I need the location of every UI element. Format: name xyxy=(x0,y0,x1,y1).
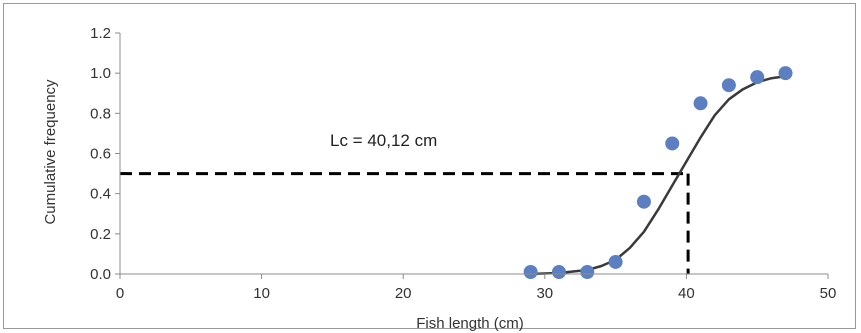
data-point xyxy=(750,70,765,85)
fitted-logistic-curve xyxy=(530,74,786,276)
data-point xyxy=(523,264,538,279)
reference-lines xyxy=(120,172,690,274)
x-tick-label: 50 xyxy=(820,285,837,302)
y-tick-label: 1.0 xyxy=(90,65,111,82)
data-point xyxy=(693,96,708,111)
y-tick-label: 0.6 xyxy=(90,146,111,163)
lc-annotation: Lc = 40,12 cm xyxy=(330,131,437,150)
x-tick-label: 0 xyxy=(116,285,124,302)
data-point xyxy=(778,66,793,81)
chart-frame xyxy=(3,3,856,329)
y-axis-title: Cumulative frequency xyxy=(42,79,59,225)
x-axis-title: Fish length (cm) xyxy=(416,315,524,332)
x-tick-label: 20 xyxy=(395,285,412,302)
y-tick-label: 0.0 xyxy=(90,266,111,283)
y-tick-label: 0.8 xyxy=(90,105,111,122)
fitted-curve-layer xyxy=(530,74,786,276)
x-tick-labels: 0 10 20 30 40 50 xyxy=(116,285,837,302)
y-tick-label: 1.2 xyxy=(90,25,111,42)
y-tick-label: 0.4 xyxy=(90,186,111,203)
axes xyxy=(115,32,829,279)
data-point xyxy=(665,136,680,151)
y-tick-labels: 0.0 0.2 0.4 0.6 0.8 1.0 1.2 xyxy=(90,25,111,283)
data-point xyxy=(636,194,651,209)
x-tick-label: 10 xyxy=(253,285,270,302)
data-point xyxy=(721,78,736,93)
data-points-layer xyxy=(523,66,793,279)
data-point xyxy=(608,254,623,269)
y-tick-label: 0.2 xyxy=(90,226,111,243)
x-tick-label: 30 xyxy=(536,285,553,302)
x-tick-label: 40 xyxy=(678,285,695,302)
data-point xyxy=(551,264,566,279)
data-point xyxy=(580,264,595,279)
